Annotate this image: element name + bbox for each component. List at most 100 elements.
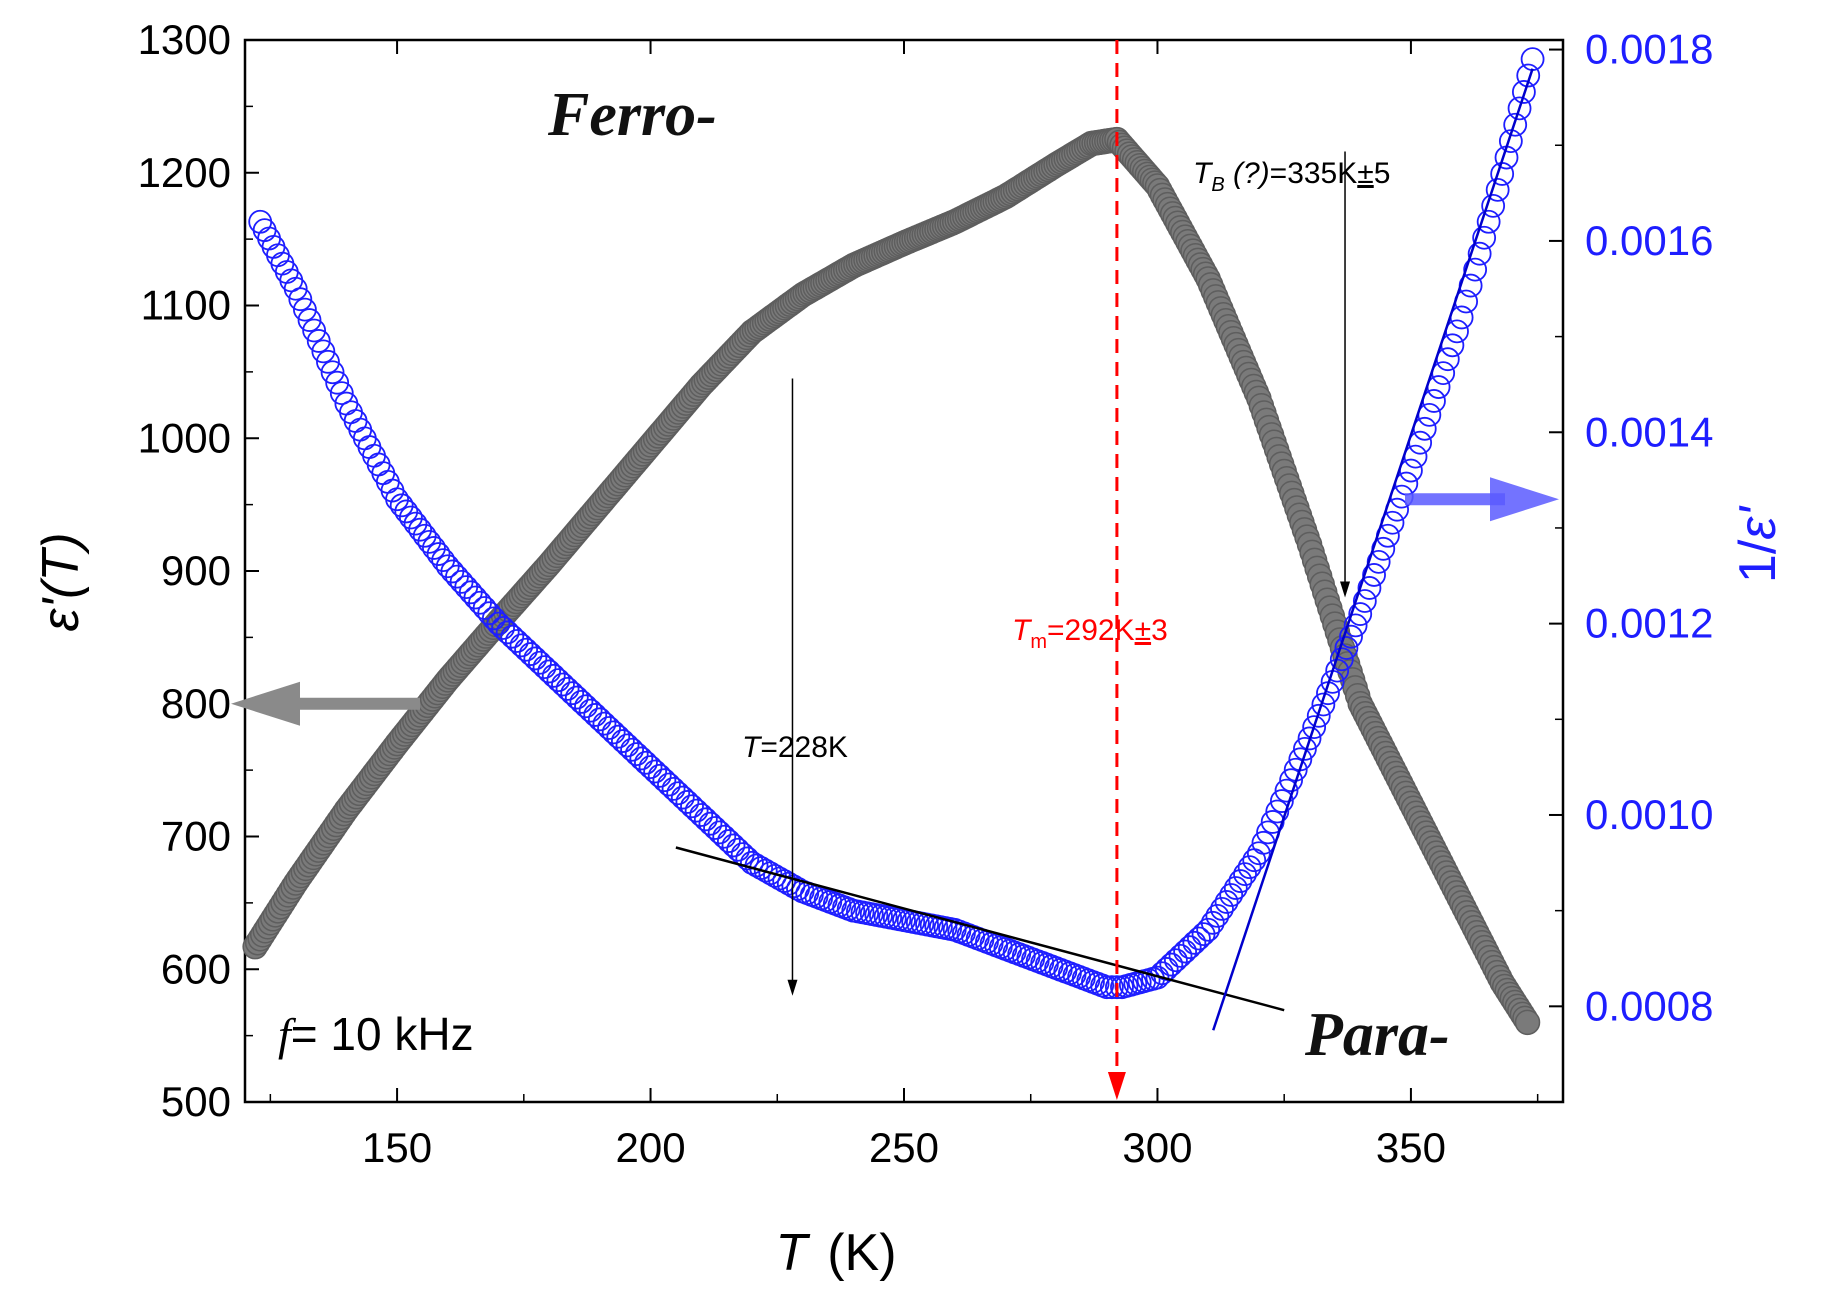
inv-eps-point [643,759,668,784]
fit-line-para [1212,68,1534,1031]
series-eps-group [242,126,1541,1036]
y-left-tick-label: 1000 [138,414,231,461]
inv-eps-point [606,724,631,749]
inv-eps-point [1511,80,1536,104]
inv-eps-point [491,616,515,640]
inv-eps-point [266,243,290,268]
t228-label-value: =228K [760,731,848,764]
inv-eps-point [1265,799,1290,824]
inv-eps-point [316,349,340,374]
inv-eps-point [366,452,391,477]
frequency-label: f= 10 kHz [278,1008,474,1060]
ferro-label: Ferro- [547,81,717,149]
x-axis-title-var: T [775,1224,810,1282]
inv-eps-point [320,360,345,385]
inv-eps-point [1159,952,1184,977]
y-left-title-arg: (T) [32,532,90,598]
inv-eps-point [394,499,419,524]
tb-label-value: =335K [1270,157,1358,190]
inv-eps-point [661,776,686,801]
inv-eps-point [1187,926,1211,951]
inv-eps-point [1269,789,1294,813]
tm-label-pm: ± [1135,614,1151,647]
left-axis-arrow-head [231,681,300,726]
t228-label-var: T [742,731,763,764]
inv-eps-point [712,824,737,849]
inv-eps-point [1516,63,1541,88]
inv-eps-point [1435,347,1460,372]
inv-eps-point [1520,47,1545,72]
inv-eps-point [1297,726,1322,751]
tb-label-sub: B [1211,174,1224,196]
inv-eps-point [523,646,548,671]
inv-eps-point [546,668,571,693]
inv-eps-point [1105,975,1129,1000]
inv-eps-point [1233,862,1257,887]
inv-eps-point [1408,430,1433,455]
inv-eps-point [1334,636,1359,660]
inv-eps-point [1362,563,1386,587]
inv-eps-point [500,624,525,649]
inv-eps-point [703,816,727,840]
inv-eps-point [1311,692,1336,717]
inv-eps-point [1399,458,1423,483]
x-tick-label: 250 [869,1124,939,1171]
inv-eps-point [721,833,746,858]
y-left-tick-label: 700 [161,813,231,860]
inv-eps-point [647,763,672,788]
inv-eps-point [634,750,658,775]
tm-arrowhead [1107,1072,1126,1100]
inv-eps-point [348,417,373,442]
inv-eps-point [726,837,750,862]
inv-eps-point [385,487,409,512]
inv-eps-point [564,685,589,710]
tm-label-var: T [1012,614,1033,647]
inv-eps-point [597,716,621,740]
inv-eps-point [1507,96,1532,121]
inv-eps-point [352,426,377,451]
inv-eps-point [408,517,433,542]
inv-eps-point [1237,855,1262,880]
y-left-tick-label: 1300 [138,16,231,63]
frequency-value: = 10 kHz [291,1008,474,1060]
inv-eps-point [1440,333,1465,358]
inv-eps-point [629,746,654,771]
inv-eps-point [297,308,322,332]
tm-label-value: =292K [1047,614,1135,647]
y-right-tick-label: 0.0008 [1585,982,1713,1029]
inv-eps-point [1463,257,1488,282]
tb-label-var: T [1193,157,1214,190]
tm-label: Tm=292K±3 [1012,614,1168,653]
inv-eps-point [698,811,723,836]
inv-eps-point [1182,930,1207,955]
inv-eps-point [528,650,552,675]
inv-eps-point [587,707,612,732]
inv-eps-point [495,620,520,645]
inv-eps-point [1412,416,1437,441]
inv-eps-point [1223,876,1248,900]
inv-eps-point [532,655,557,680]
tb-label-q: (?) [1225,157,1270,190]
plot-frame-group: 150 200 250 300 350 500 600 700 800 900 1000 1100 12… [138,16,1714,1171]
inv-eps-point [1200,910,1225,935]
y-left-tick-label: 600 [161,945,231,992]
inv-eps-point [1352,589,1377,613]
inv-eps-point [426,542,451,566]
inv-eps-point [574,694,598,719]
inv-eps-point [371,461,396,486]
inv-eps-point [569,690,594,714]
y-right-axis-title: 1/ε' [1729,505,1787,583]
inv-eps-point [403,511,428,536]
inv-eps-point [652,768,677,793]
inv-eps-point [1498,129,1523,154]
y-right-tick-label: 0.0016 [1585,217,1713,264]
inv-eps-point [560,681,585,706]
inv-eps-point [375,469,400,494]
inv-eps-point [1163,948,1188,973]
y-left-tick-label: 900 [161,547,231,594]
inv-eps-point [514,637,539,662]
inv-eps-point [257,226,281,251]
inv-eps-point [1246,841,1271,866]
inv-eps-point [1205,903,1230,928]
inv-eps-point [1467,241,1492,266]
